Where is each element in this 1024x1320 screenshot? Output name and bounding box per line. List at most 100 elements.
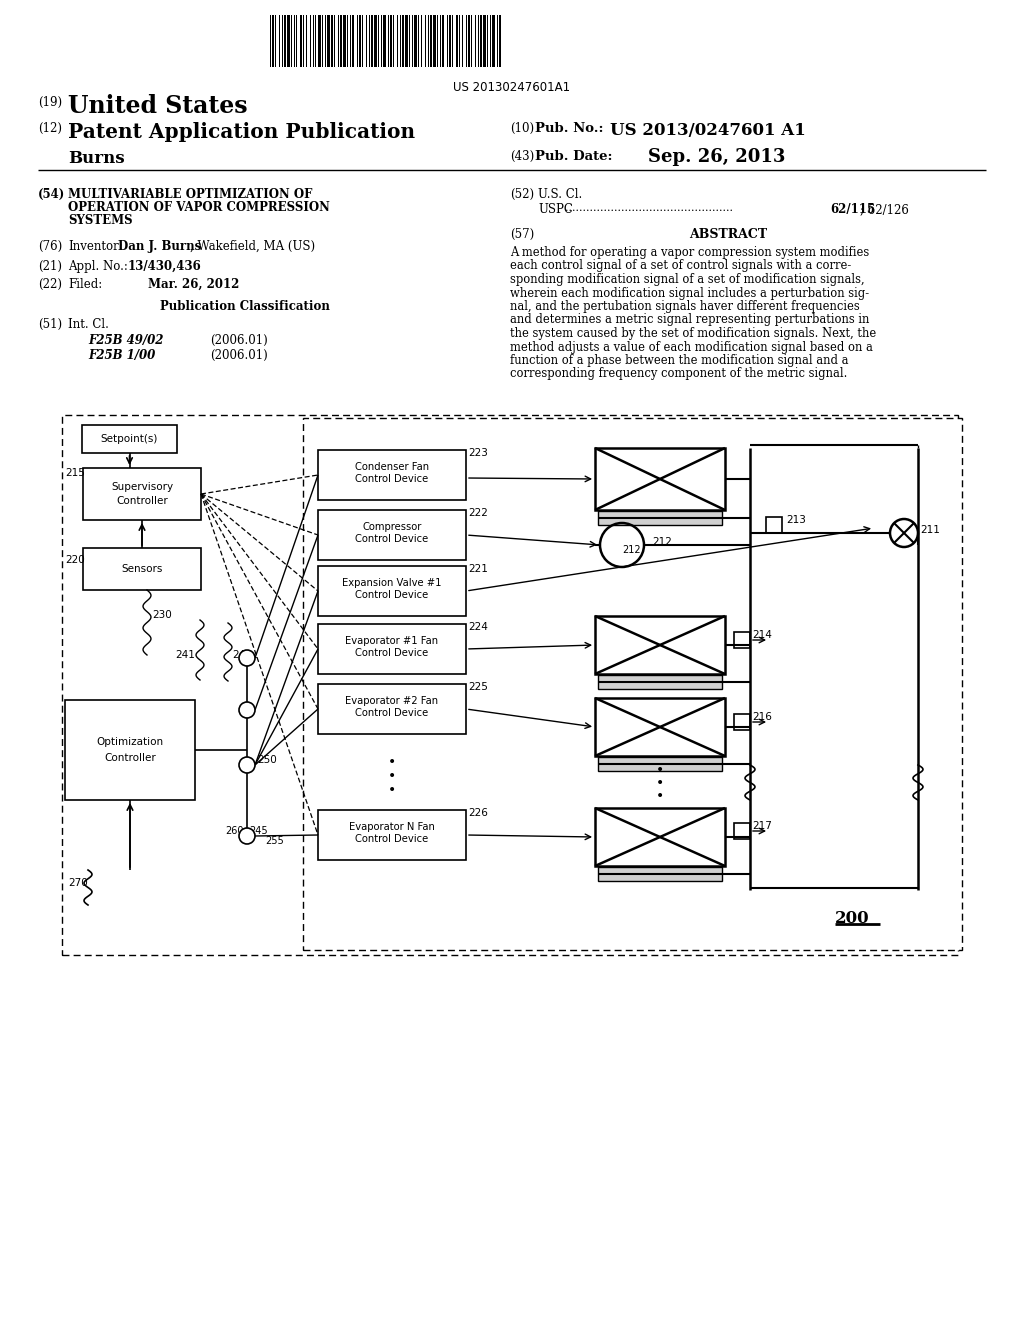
Text: wherein each modification signal includes a perturbation sig-: wherein each modification signal include… bbox=[510, 286, 869, 300]
Text: Evaporator N Fan: Evaporator N Fan bbox=[349, 821, 435, 832]
Text: Compressor: Compressor bbox=[362, 521, 422, 532]
Text: •: • bbox=[656, 763, 665, 777]
Text: ; 62/126: ; 62/126 bbox=[860, 203, 909, 216]
Text: 212: 212 bbox=[622, 545, 641, 554]
Bar bbox=[595, 698, 725, 756]
Bar bbox=[272, 15, 274, 67]
Bar bbox=[83, 548, 201, 590]
Text: 225: 225 bbox=[468, 682, 487, 692]
Bar bbox=[287, 15, 290, 67]
Text: 13/430,436: 13/430,436 bbox=[128, 260, 202, 273]
Circle shape bbox=[239, 756, 255, 774]
Text: and determines a metric signal representing perturbations in: and determines a metric signal represent… bbox=[510, 314, 869, 326]
Bar bbox=[82, 425, 177, 453]
Bar bbox=[65, 700, 195, 800]
Text: Control Device: Control Device bbox=[355, 834, 429, 845]
Bar bbox=[331, 15, 333, 67]
Text: Control Device: Control Device bbox=[355, 648, 429, 659]
Bar bbox=[499, 15, 501, 67]
Circle shape bbox=[239, 702, 255, 718]
Bar bbox=[442, 15, 444, 67]
Bar bbox=[83, 469, 201, 520]
Bar bbox=[433, 15, 436, 67]
Bar bbox=[371, 15, 373, 67]
Text: 270: 270 bbox=[68, 878, 88, 888]
Bar bbox=[414, 15, 417, 67]
Bar bbox=[598, 867, 722, 880]
Text: 226: 226 bbox=[468, 808, 487, 818]
Text: Control Device: Control Device bbox=[355, 535, 429, 544]
Text: ................................................: ........................................… bbox=[565, 203, 733, 213]
Text: +: + bbox=[241, 653, 249, 663]
Text: Pub. Date:: Pub. Date: bbox=[535, 150, 612, 162]
Bar bbox=[468, 15, 470, 67]
Bar bbox=[390, 15, 392, 67]
Text: corresponding frequency component of the metric signal.: corresponding frequency component of the… bbox=[510, 367, 848, 380]
Text: 215: 215 bbox=[65, 469, 85, 478]
Text: (21): (21) bbox=[38, 260, 62, 273]
Text: 220: 220 bbox=[65, 554, 85, 565]
Bar bbox=[595, 616, 725, 675]
Text: Supervisory: Supervisory bbox=[111, 482, 173, 492]
Text: •: • bbox=[656, 776, 665, 789]
Bar bbox=[595, 808, 725, 866]
Text: F25B 1/00: F25B 1/00 bbox=[88, 348, 156, 362]
Text: Controller: Controller bbox=[116, 496, 168, 506]
Text: Evaporator #2 Fan: Evaporator #2 Fan bbox=[345, 696, 438, 705]
Text: each control signal of a set of control signals with a corre-: each control signal of a set of control … bbox=[510, 260, 851, 272]
Bar bbox=[343, 15, 346, 67]
Text: +: + bbox=[243, 705, 250, 714]
Bar bbox=[318, 510, 466, 560]
Text: Control Device: Control Device bbox=[355, 474, 429, 484]
Text: (2006.01): (2006.01) bbox=[210, 334, 267, 347]
Text: OPERATION OF VAPOR COMPRESSION: OPERATION OF VAPOR COMPRESSION bbox=[68, 201, 330, 214]
Text: 62/115: 62/115 bbox=[830, 203, 874, 216]
Text: 223: 223 bbox=[468, 447, 487, 458]
Bar bbox=[318, 15, 321, 67]
Bar bbox=[492, 15, 495, 67]
Text: +: + bbox=[243, 830, 250, 840]
Bar bbox=[318, 450, 466, 500]
Text: •: • bbox=[388, 755, 396, 770]
Text: (12): (12) bbox=[38, 121, 62, 135]
Text: (10): (10) bbox=[510, 121, 535, 135]
Text: sponding modification signal of a set of modification signals,: sponding modification signal of a set of… bbox=[510, 273, 864, 286]
Text: (19): (19) bbox=[38, 96, 62, 110]
Text: 212: 212 bbox=[652, 537, 672, 546]
Circle shape bbox=[239, 828, 255, 843]
Text: the system caused by the set of modification signals. Next, the: the system caused by the set of modifica… bbox=[510, 327, 877, 341]
Text: US 2013/0247601 A1: US 2013/0247601 A1 bbox=[610, 121, 806, 139]
Bar bbox=[483, 15, 486, 67]
Text: US 20130247601A1: US 20130247601A1 bbox=[454, 81, 570, 94]
Bar bbox=[430, 15, 432, 67]
Bar bbox=[300, 15, 302, 67]
Bar bbox=[318, 566, 466, 616]
Bar bbox=[480, 15, 482, 67]
Bar bbox=[449, 15, 451, 67]
Bar bbox=[598, 756, 722, 771]
Bar bbox=[340, 15, 342, 67]
Text: USPC: USPC bbox=[538, 203, 572, 216]
Text: Control Device: Control Device bbox=[355, 590, 429, 601]
Text: •: • bbox=[388, 783, 396, 797]
Text: 255: 255 bbox=[265, 836, 284, 846]
Text: 240: 240 bbox=[232, 649, 252, 660]
Text: method adjusts a value of each modification signal based on a: method adjusts a value of each modificat… bbox=[510, 341, 872, 354]
Text: 200: 200 bbox=[835, 909, 869, 927]
Text: U.S. Cl.: U.S. Cl. bbox=[538, 187, 583, 201]
Text: +: + bbox=[243, 759, 250, 768]
Text: +: + bbox=[249, 653, 257, 663]
Text: 224: 224 bbox=[468, 622, 487, 632]
Text: (2006.01): (2006.01) bbox=[210, 348, 267, 362]
Bar bbox=[374, 15, 377, 67]
Text: (22): (22) bbox=[38, 279, 62, 290]
Text: 241: 241 bbox=[175, 649, 195, 660]
Text: 245: 245 bbox=[249, 826, 267, 836]
Text: Mar. 26, 2012: Mar. 26, 2012 bbox=[148, 279, 240, 290]
Text: +: + bbox=[243, 652, 250, 661]
Text: Control Device: Control Device bbox=[355, 709, 429, 718]
Text: Sensors: Sensors bbox=[121, 564, 163, 574]
Text: •: • bbox=[388, 770, 396, 783]
Text: (76): (76) bbox=[38, 240, 62, 253]
Text: (54): (54) bbox=[38, 187, 66, 201]
